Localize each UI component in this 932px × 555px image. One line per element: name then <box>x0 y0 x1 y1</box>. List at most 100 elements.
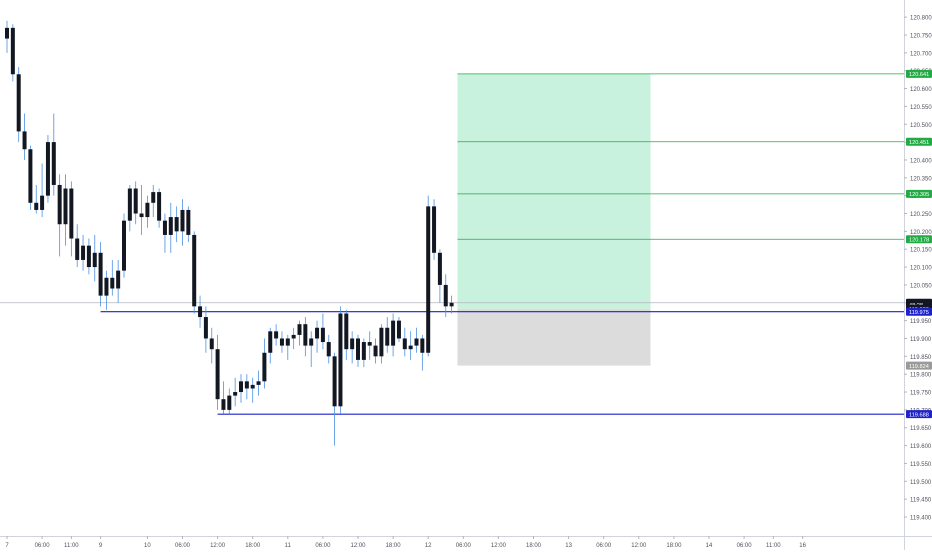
candle-body <box>203 317 208 339</box>
price-label-text: 120.305 <box>909 192 929 198</box>
position-tool[interactable] <box>457 73 651 366</box>
price-label-text: 119.824 <box>909 364 929 370</box>
candle-body <box>303 324 308 346</box>
time-tick-label: 06:00 <box>175 543 191 549</box>
time-tick-label: 06:00 <box>456 543 472 549</box>
candle-body <box>110 277 115 289</box>
candle-body <box>385 327 390 346</box>
candle-body <box>320 327 325 343</box>
candle-body <box>28 149 33 203</box>
horizontal-lines[interactable] <box>0 302 904 415</box>
candle-body <box>5 27 9 39</box>
price-tick-label: 119.750 <box>910 391 932 397</box>
candle-body <box>350 338 355 350</box>
candle-body <box>396 320 401 339</box>
candle-body <box>244 381 249 389</box>
price-label-box <box>906 361 932 370</box>
time-tick-label: 11:00 <box>64 543 79 549</box>
time-tick-label: 06:00 <box>596 543 612 549</box>
price-tick-label: 119.450 <box>910 498 932 504</box>
time-tick-label: 18:00 <box>526 543 542 549</box>
candle-body <box>180 209 185 232</box>
candle-body <box>379 327 384 357</box>
price-axis[interactable]: 120.800120.750120.700120.650120.600120.5… <box>904 0 932 550</box>
time-tick-label: 16 <box>799 543 806 549</box>
price-tick-label: 120.550 <box>910 105 932 111</box>
profit-zone[interactable] <box>457 73 651 309</box>
candle-body <box>63 188 68 225</box>
price-label-text: 120.641 <box>909 72 929 78</box>
candle-body <box>391 320 396 346</box>
candle-body <box>338 313 343 407</box>
price-tick-label: 119.900 <box>910 337 932 343</box>
time-tick-label: 9 <box>99 543 103 549</box>
time-tick-label: 12:00 <box>631 543 647 549</box>
candle-body <box>367 342 372 346</box>
price-label-text: 120.178 <box>909 238 929 244</box>
candle-body <box>402 338 407 350</box>
candle-body <box>297 324 302 335</box>
candle-body <box>198 306 203 318</box>
price-tick-label: 119.650 <box>910 426 932 432</box>
time-tick-label: 06:00 <box>315 543 331 549</box>
candle-body <box>104 277 109 296</box>
candle-body <box>145 202 150 218</box>
price-tick-label: 119.800 <box>910 373 932 379</box>
time-axis[interactable]: 7 06:00 11:00 9 10 06:00 12:00 18:00 11 06:00 12:0… <box>0 536 932 549</box>
candle-body <box>92 252 97 268</box>
candle-body <box>69 188 74 239</box>
candle-body <box>361 342 366 360</box>
loss-zone[interactable] <box>457 308 651 366</box>
candle-body <box>16 74 21 132</box>
candle-body <box>408 345 413 350</box>
candles <box>5 20 454 446</box>
price-tick-label: 119.850 <box>910 355 932 361</box>
price-label-box <box>906 137 932 146</box>
candle-body <box>10 27 15 75</box>
candle-body <box>151 192 156 203</box>
candle-body <box>356 338 360 360</box>
price-label-box <box>906 189 932 198</box>
price-tick-label: 119.950 <box>910 319 932 325</box>
candle-body <box>139 213 144 218</box>
candle-body <box>309 338 314 346</box>
candle-body <box>420 338 425 353</box>
price-tick-label: 119.400 <box>910 516 932 522</box>
candle-body <box>449 302 454 307</box>
candle-body <box>285 338 290 346</box>
candle-body <box>432 206 437 253</box>
candle-body <box>250 384 255 389</box>
candle-body <box>186 209 191 235</box>
candle-body <box>268 331 273 353</box>
take-profit-levels <box>457 73 904 240</box>
candle-body <box>168 217 173 235</box>
price-label-box <box>906 307 932 316</box>
candle-body <box>51 142 56 185</box>
candle-body <box>274 331 279 339</box>
candle-body <box>22 131 27 150</box>
candle-body <box>279 338 284 346</box>
price-label-text: 120.451 <box>909 140 929 146</box>
candle-body <box>426 206 431 353</box>
time-tick-label: 13 <box>565 543 572 549</box>
candle-body <box>34 202 39 210</box>
candle-body <box>86 245 91 268</box>
candle-body <box>437 252 442 285</box>
price-tick-label: 120.750 <box>910 33 932 39</box>
candle-body <box>373 345 378 357</box>
candle-body <box>209 338 214 350</box>
time-tick-label: 11 <box>285 543 292 549</box>
price-tick-label: 120.700 <box>910 51 932 57</box>
time-tick-label: 10 <box>144 543 151 549</box>
price-label-box <box>906 69 932 78</box>
candle-body <box>133 188 138 214</box>
price-tick-label: 120.800 <box>910 16 932 22</box>
candle-body <box>443 284 448 307</box>
candle-body <box>326 342 331 357</box>
time-tick-label: 12 <box>425 543 432 549</box>
price-label-text: 119.688 <box>909 412 929 418</box>
price-label-box <box>906 410 932 419</box>
price-tick-label: 120.250 <box>910 212 932 218</box>
